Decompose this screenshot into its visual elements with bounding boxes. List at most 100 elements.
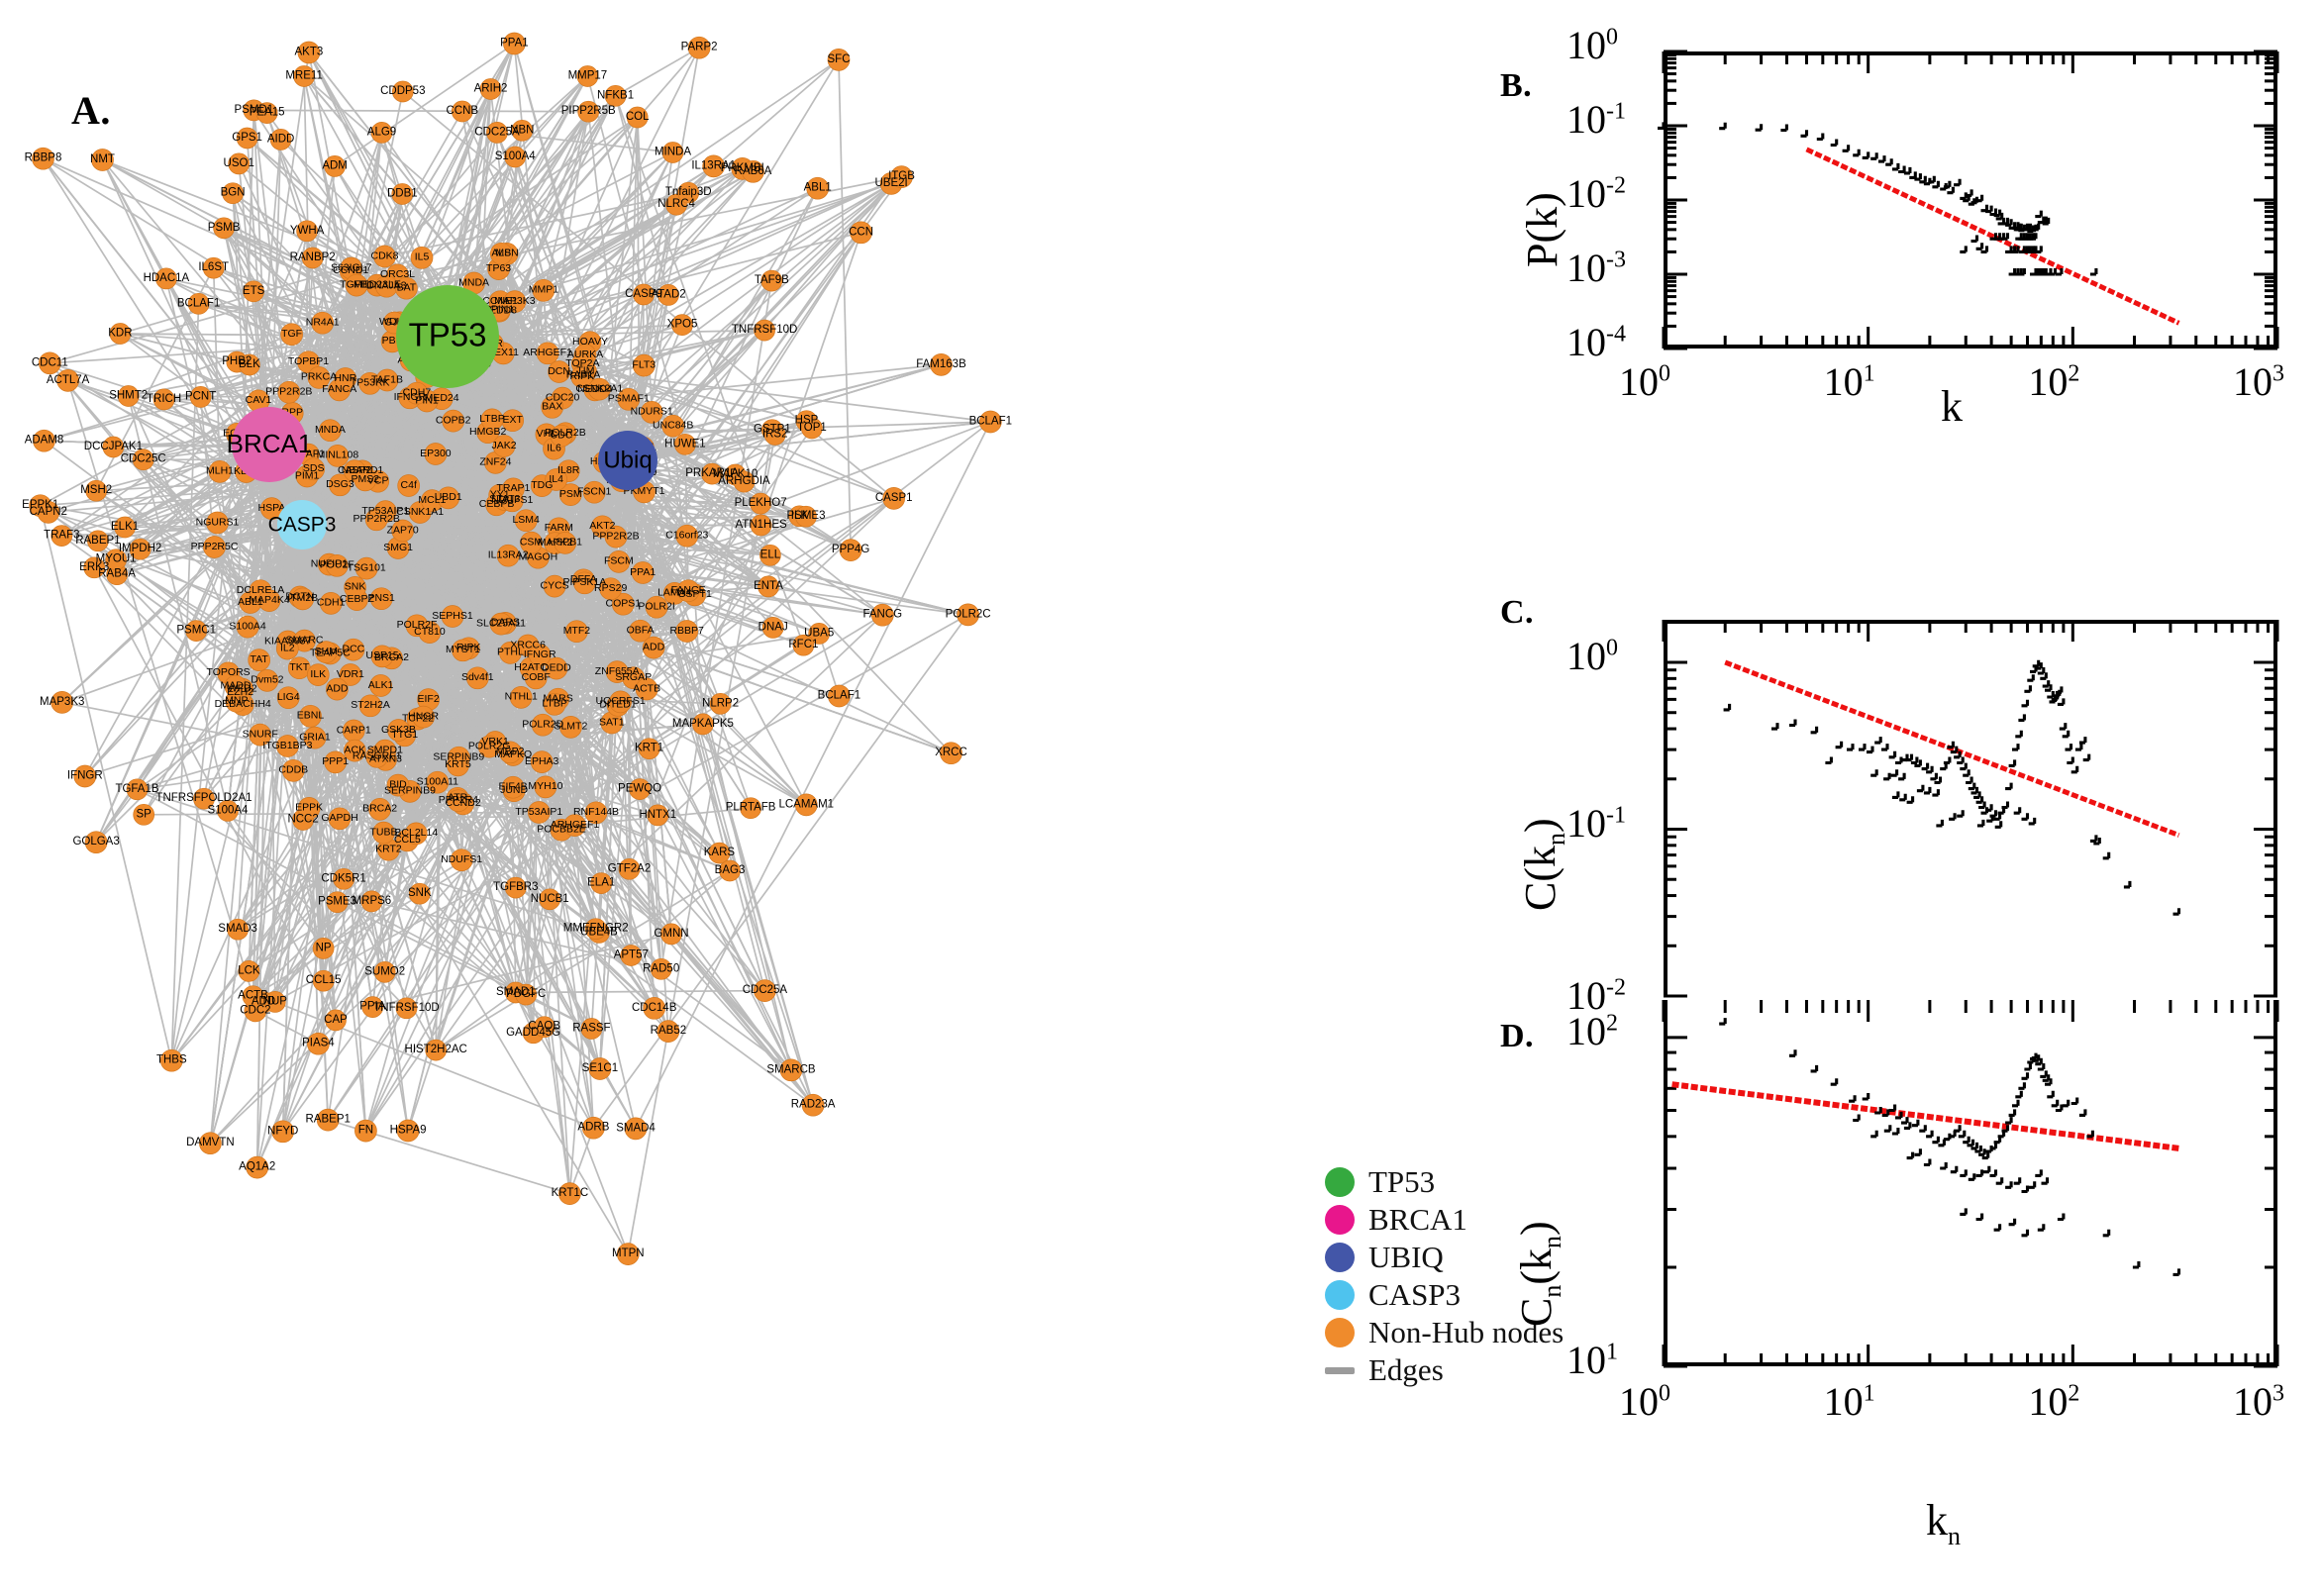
network-node [447, 789, 470, 813]
data-point [1910, 756, 1919, 765]
data-point [1968, 782, 1976, 791]
network-node [882, 487, 906, 510]
network-node [333, 867, 354, 890]
network-node [638, 738, 660, 760]
network-node [761, 617, 784, 639]
network-node [442, 409, 465, 433]
data-point [1966, 776, 1973, 785]
network-node [354, 556, 378, 580]
axes-frame-d [1664, 1000, 2277, 1366]
network-node [758, 575, 779, 598]
data-point [1914, 1148, 1922, 1156]
data-point [1995, 1177, 2004, 1185]
network-node [708, 842, 731, 864]
data-point [1881, 1109, 1890, 1117]
hub-node-brca1[interactable] [232, 407, 307, 482]
y-axis-label-c: C(kn) [1516, 818, 1570, 911]
legend-label: UBIQ [1368, 1240, 1444, 1274]
network-node [375, 274, 398, 298]
network-node [373, 245, 396, 268]
data-point [2015, 1090, 2023, 1099]
y-tick-label-b: 10-2 [1566, 171, 1626, 216]
data-point [1888, 1104, 1897, 1113]
network-node [511, 119, 534, 142]
network-node [503, 290, 527, 313]
network-node [740, 797, 761, 820]
network-node [504, 146, 527, 168]
data-point [1874, 1107, 1882, 1115]
network-node [319, 592, 343, 615]
hub-node-casp3[interactable] [277, 500, 327, 549]
network-node [361, 996, 384, 1018]
data-point [1914, 759, 1922, 767]
x-tick-label-d: 101 [1823, 1379, 1875, 1424]
data-point [1898, 772, 1906, 781]
network-node [452, 639, 474, 662]
network-node [447, 753, 469, 777]
legend-item: CASP3 [1325, 1276, 1564, 1314]
data-point [1891, 162, 1900, 171]
network-node [238, 960, 260, 982]
network-node [850, 221, 872, 245]
data-point [2057, 698, 2066, 706]
data-point [2123, 880, 2132, 889]
network-node [618, 857, 641, 880]
network-node [334, 367, 357, 390]
data-point [1954, 750, 1962, 759]
data-point [1719, 122, 1727, 131]
network-node [271, 1120, 295, 1144]
network-node [527, 801, 551, 824]
hub-node-tp53[interactable] [396, 285, 499, 388]
network-node [674, 433, 696, 455]
data-point [1960, 1208, 1968, 1216]
network-node [701, 462, 723, 485]
network-node [269, 129, 292, 150]
network-node [306, 663, 330, 686]
data-point [1943, 1133, 1952, 1142]
network-node [391, 80, 414, 103]
network-node [189, 386, 212, 408]
x-tick-label-d: 103 [2233, 1379, 2284, 1424]
network-node [291, 587, 315, 611]
network-node [319, 419, 342, 443]
data-point [2055, 1104, 2064, 1113]
legend-item: BRCA1 [1325, 1201, 1564, 1239]
network-node [307, 1032, 330, 1055]
network-node [255, 102, 278, 124]
data-point [2042, 1074, 2051, 1082]
data-point [1911, 1119, 1920, 1128]
network-node [500, 489, 524, 513]
axis-ticks [1662, 1000, 2279, 1368]
data-point [1898, 165, 1906, 174]
x-tick-label-d: 102 [2028, 1379, 2080, 1424]
data-point [2035, 210, 2043, 219]
network-node [733, 470, 756, 493]
data-point [2089, 835, 2098, 843]
network-node [806, 176, 830, 200]
data-point [1895, 1111, 1903, 1120]
network-node [276, 686, 300, 710]
network-node [509, 686, 533, 709]
network-node [530, 750, 554, 773]
data-point [1985, 205, 1993, 214]
network-node [499, 642, 522, 664]
network-node [87, 530, 109, 552]
network-node [342, 719, 365, 743]
data-point [1853, 1114, 1861, 1123]
network-node [224, 674, 248, 698]
network-node [558, 483, 582, 506]
network-node [450, 848, 473, 872]
data-point [1870, 769, 1878, 777]
data-points-c [1662, 620, 2279, 998]
data-point [2013, 1177, 2022, 1185]
network-node [396, 1119, 420, 1143]
data-point [2037, 1063, 2046, 1071]
data-point [1970, 786, 1979, 795]
network-node [616, 1243, 640, 1265]
network-node [297, 350, 320, 374]
network-node [185, 620, 208, 642]
network-node [650, 957, 672, 980]
hub-node-ubiq[interactable] [598, 431, 657, 490]
data-point [2070, 1097, 2079, 1106]
network-node [671, 314, 693, 336]
